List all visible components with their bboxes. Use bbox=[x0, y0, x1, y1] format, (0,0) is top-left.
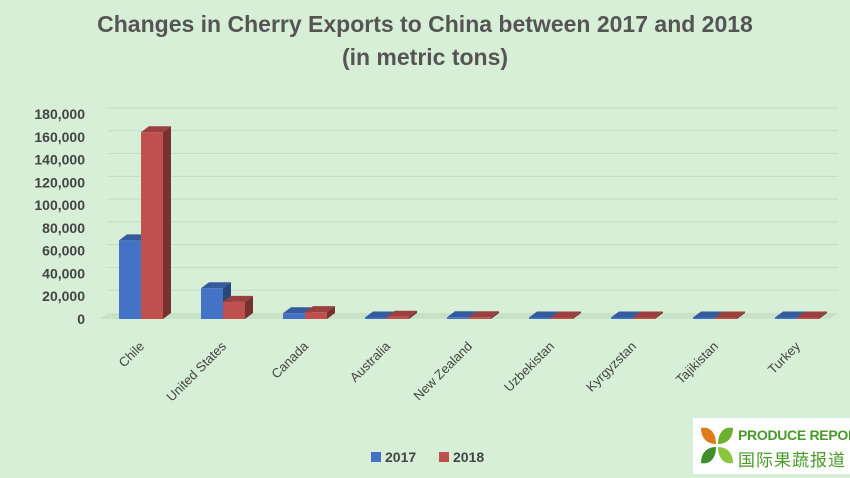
x-tick-label: Chile bbox=[116, 339, 148, 371]
y-tick-label: 0 bbox=[77, 311, 85, 327]
bar-top bbox=[693, 311, 723, 318]
x-tick-label: New Zealand bbox=[410, 339, 475, 404]
y-tick-label: 180,000 bbox=[34, 106, 85, 122]
bar-side bbox=[573, 311, 581, 319]
x-tick-label: Tajikistan bbox=[673, 339, 721, 387]
bar-top bbox=[141, 126, 171, 133]
bar bbox=[119, 240, 141, 319]
y-tick-label: 160,000 bbox=[34, 129, 85, 145]
x-tick-label: Uzbekistan bbox=[501, 339, 557, 395]
bar bbox=[283, 313, 305, 319]
y-tick-label: 140,000 bbox=[34, 152, 85, 168]
bar-top bbox=[633, 311, 663, 318]
bar-side bbox=[491, 311, 499, 319]
bar bbox=[141, 132, 163, 319]
x-tick-label: Turkey bbox=[765, 338, 804, 377]
bar-top bbox=[447, 311, 477, 318]
bar-side bbox=[163, 126, 171, 319]
bar bbox=[551, 317, 573, 319]
chart-title: Changes in Cherry Exports to China betwe… bbox=[0, 8, 850, 74]
chart-title-line1: Changes in Cherry Exports to China betwe… bbox=[97, 11, 753, 37]
produce-report-logo-icon bbox=[701, 427, 733, 464]
bar-side bbox=[819, 311, 827, 319]
legend-swatch bbox=[371, 452, 381, 462]
bar bbox=[201, 288, 223, 319]
y-tick-label: 80,000 bbox=[42, 220, 85, 236]
bar bbox=[715, 317, 737, 319]
y-tick-label: 40,000 bbox=[42, 265, 85, 281]
bar-top bbox=[529, 311, 559, 318]
x-tick-label: Kyrgyzstan bbox=[583, 339, 639, 395]
bar-top bbox=[715, 311, 745, 318]
bar bbox=[305, 312, 327, 319]
bar-top bbox=[775, 311, 805, 318]
bar-top bbox=[223, 295, 253, 302]
y-tick-label: 20,000 bbox=[42, 288, 85, 304]
bar-side bbox=[245, 295, 253, 319]
bar bbox=[469, 317, 491, 319]
bar-side bbox=[737, 311, 745, 319]
bar-top bbox=[387, 310, 417, 317]
bar bbox=[223, 301, 245, 319]
legend-swatch bbox=[439, 452, 449, 462]
legend-label: 2018 bbox=[453, 449, 484, 465]
bar-top bbox=[551, 311, 581, 318]
bar bbox=[611, 317, 633, 319]
bar-top bbox=[365, 311, 395, 318]
x-tick-label: Australia bbox=[347, 338, 394, 385]
produce-report-logo: PRODUCE REPORT 国际果蔬报道 bbox=[693, 418, 850, 474]
bar-side bbox=[655, 311, 663, 319]
bar-side bbox=[327, 306, 335, 319]
logo-text-en: PRODUCE REPORT bbox=[738, 427, 850, 443]
y-tick-label: 120,000 bbox=[34, 174, 85, 190]
bar bbox=[387, 316, 409, 319]
legend-label: 2017 bbox=[385, 449, 416, 465]
bar-side bbox=[409, 310, 417, 319]
logo-text-cn: 国际果蔬报道 bbox=[738, 451, 846, 470]
x-tick-label: United States bbox=[163, 338, 229, 404]
bar bbox=[447, 317, 469, 319]
bar bbox=[365, 317, 387, 319]
chart-title-line2: (in metric tons) bbox=[341, 44, 509, 70]
bar-top bbox=[611, 311, 641, 318]
y-tick-label: 100,000 bbox=[34, 197, 85, 213]
bar-top bbox=[469, 311, 499, 318]
bar bbox=[693, 317, 715, 319]
x-tick-label: Canada bbox=[268, 338, 311, 381]
bar bbox=[775, 317, 797, 319]
bar bbox=[529, 317, 551, 319]
bar-top bbox=[201, 282, 231, 289]
bar bbox=[633, 317, 655, 319]
bar-top bbox=[797, 311, 827, 318]
bar bbox=[797, 317, 819, 319]
y-tick-label: 60,000 bbox=[42, 243, 85, 259]
bar-top bbox=[305, 306, 335, 313]
